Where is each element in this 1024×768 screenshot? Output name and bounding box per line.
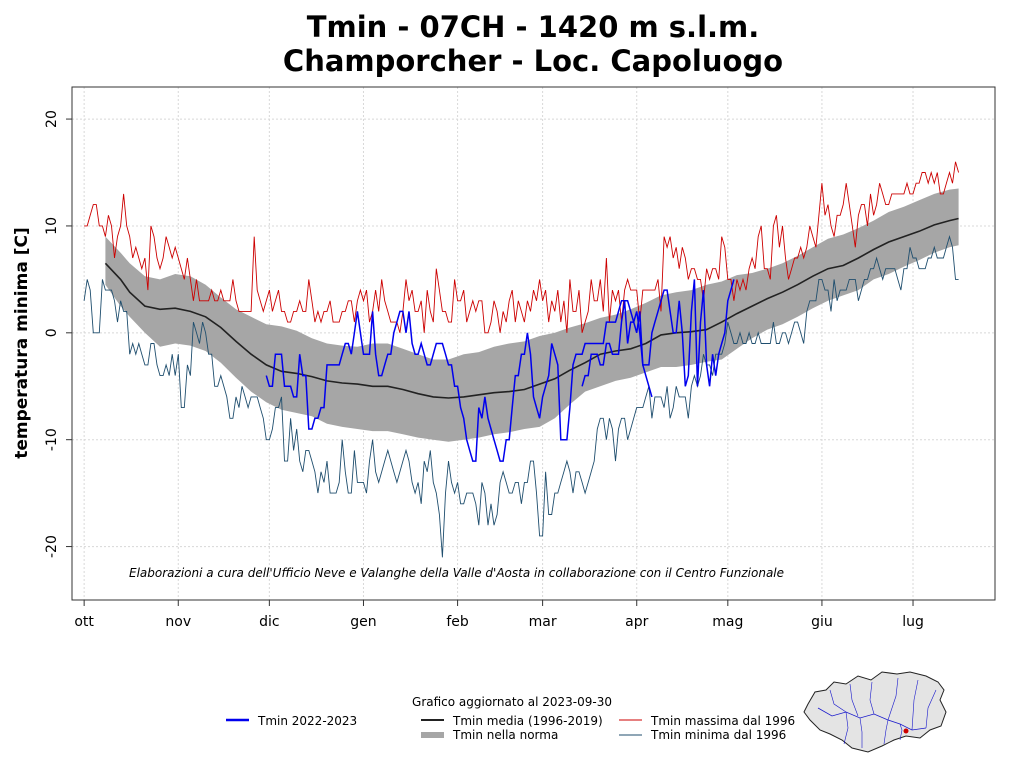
- legend-label-max: Tmin massima dal 1996: [650, 714, 795, 728]
- x-axis: ott nov dic gen feb mar apr mag giu lug: [74, 600, 924, 630]
- legend-label-current: Tmin 2022-2023: [257, 714, 357, 728]
- region-outline: [803, 671, 947, 753]
- legend: Tmin 2022-2023 Tmin media (1996-2019) Tm…: [226, 714, 795, 742]
- updated-label: Grafico aggiornato al 2023-09-30: [412, 695, 612, 709]
- series-line-mean: [104, 217, 959, 399]
- norm-band-layer: [105, 188, 959, 442]
- y-axis: 20 10 0 -10 -20: [44, 110, 72, 558]
- x-tick-label: giu: [811, 614, 833, 630]
- y-tick-label: -10: [44, 428, 60, 451]
- x-tick-label: ott: [74, 614, 94, 630]
- x-tick-label: gen: [350, 614, 376, 630]
- x-tick-label: feb: [446, 614, 469, 630]
- norm-band: [105, 188, 959, 442]
- plot-frame: [71, 86, 996, 601]
- chart-title-line2: Champorcher - Loc. Capoluogo: [283, 44, 783, 78]
- region-location-map: [803, 671, 947, 753]
- series-line-current-2: [581, 279, 735, 387]
- series-line-current-1: [265, 300, 653, 462]
- series-line-max: [84, 161, 960, 334]
- x-tick-label: lug: [902, 614, 924, 630]
- series-lines-layer: [83, 161, 960, 558]
- station-location-marker: [903, 728, 909, 734]
- x-tick-label: apr: [625, 614, 648, 630]
- y-tick-label: 20: [44, 110, 60, 128]
- x-tick-label: mar: [529, 614, 557, 630]
- y-tick-label: 0: [44, 328, 60, 337]
- legend-label-min: Tmin minima dal 1996: [650, 728, 786, 742]
- chart-title-line1: Tmin - 07CH - 1420 m s.l.m.: [307, 10, 760, 44]
- x-tick-label: nov: [165, 614, 191, 630]
- x-tick-label: dic: [259, 614, 279, 630]
- y-tick-label: 10: [44, 217, 60, 235]
- y-axis-label: temperatura minima [C]: [12, 227, 32, 459]
- x-tick-label: mag: [712, 614, 743, 630]
- credit-note: Elaborazioni a cura dell'Ufficio Neve e …: [129, 566, 784, 580]
- region-river-tributaries: [829, 677, 937, 748]
- y-tick-label: -20: [44, 535, 60, 558]
- series-line-min: [83, 234, 959, 558]
- legend-label-band: Tmin nella norma: [452, 728, 558, 742]
- legend-label-mean: Tmin media (1996-2019): [452, 714, 603, 728]
